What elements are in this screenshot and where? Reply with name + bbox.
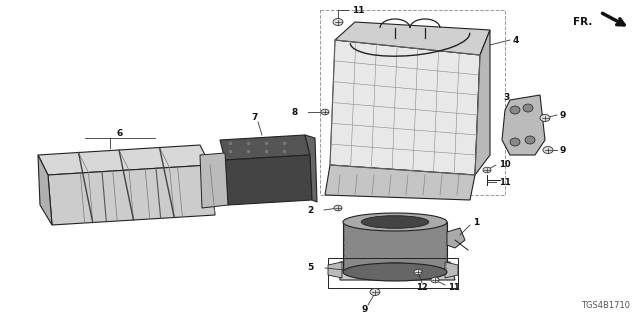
Text: TGS4B1710: TGS4B1710	[581, 300, 630, 309]
Text: 6: 6	[117, 129, 123, 138]
Ellipse shape	[343, 263, 447, 281]
Text: FR.: FR.	[573, 17, 592, 27]
Text: 7: 7	[252, 113, 258, 122]
Polygon shape	[225, 155, 312, 205]
Polygon shape	[447, 228, 465, 248]
Polygon shape	[220, 135, 310, 160]
Polygon shape	[325, 165, 475, 200]
Text: 5: 5	[308, 263, 314, 273]
Polygon shape	[502, 95, 545, 155]
Ellipse shape	[510, 106, 520, 114]
Text: 11: 11	[448, 283, 460, 292]
Polygon shape	[48, 165, 215, 225]
Ellipse shape	[523, 104, 533, 112]
Ellipse shape	[361, 216, 429, 228]
Text: 1: 1	[473, 218, 479, 227]
Text: 12: 12	[416, 284, 428, 292]
Text: 11: 11	[352, 5, 365, 14]
Bar	[320, 10, 505, 195]
Text: 10: 10	[499, 159, 511, 169]
Polygon shape	[305, 135, 317, 202]
Polygon shape	[340, 262, 455, 280]
Text: 9: 9	[560, 146, 566, 155]
Text: 11: 11	[499, 178, 511, 187]
Text: 9: 9	[362, 305, 368, 314]
Ellipse shape	[510, 138, 520, 146]
Polygon shape	[335, 22, 490, 55]
Polygon shape	[38, 145, 210, 175]
Polygon shape	[328, 262, 342, 278]
Text: 8: 8	[292, 108, 298, 116]
Ellipse shape	[540, 115, 550, 122]
Ellipse shape	[431, 277, 439, 283]
Ellipse shape	[370, 289, 380, 295]
Ellipse shape	[334, 205, 342, 211]
Ellipse shape	[543, 147, 553, 154]
Ellipse shape	[343, 213, 447, 231]
Polygon shape	[38, 155, 52, 225]
Ellipse shape	[483, 167, 491, 173]
Text: 3: 3	[503, 92, 509, 101]
Polygon shape	[445, 262, 458, 278]
Ellipse shape	[367, 263, 422, 277]
Text: 4: 4	[513, 36, 520, 44]
Text: 9: 9	[560, 110, 566, 119]
Bar	[343, 222, 447, 272]
Ellipse shape	[414, 269, 422, 275]
Text: 2: 2	[307, 205, 313, 214]
Bar	[328, 258, 458, 288]
Polygon shape	[475, 30, 490, 175]
Ellipse shape	[525, 136, 535, 144]
Polygon shape	[200, 153, 228, 208]
Polygon shape	[330, 40, 480, 175]
Ellipse shape	[321, 109, 329, 115]
Ellipse shape	[333, 19, 343, 26]
